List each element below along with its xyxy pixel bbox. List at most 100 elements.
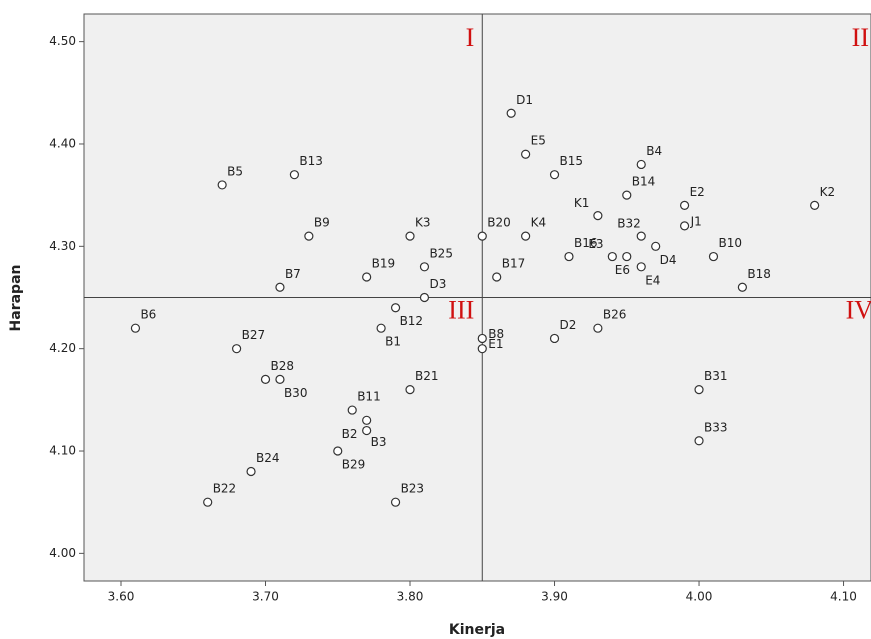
point-label: B30: [284, 386, 308, 400]
point-label: B3: [371, 435, 387, 449]
point-label: B5: [227, 164, 243, 178]
point: [305, 232, 313, 240]
point: [276, 283, 284, 291]
point: [637, 263, 645, 271]
x-tick-label: 3.80: [397, 590, 424, 604]
x-tick-label: 4.00: [686, 590, 713, 604]
point: [363, 427, 371, 435]
point: [594, 324, 602, 332]
x-tick-label: 4.10: [830, 590, 857, 604]
point-label: B31: [704, 369, 728, 383]
point: [637, 160, 645, 168]
point: [348, 406, 356, 414]
point-label: B20: [487, 216, 511, 230]
point: [406, 232, 414, 240]
quadrant-label: II: [852, 23, 869, 52]
point: [233, 345, 241, 353]
point: [420, 294, 428, 302]
point: [363, 416, 371, 424]
point-label: B27: [242, 328, 266, 342]
point-label: B29: [342, 458, 366, 472]
point-label: B12: [400, 314, 424, 328]
point: [738, 283, 746, 291]
point-label: D3: [429, 277, 446, 291]
point-label: K4: [531, 216, 547, 230]
point-label: B23: [401, 482, 425, 496]
point-label: B17: [502, 257, 526, 271]
point: [204, 498, 212, 506]
point: [478, 345, 486, 353]
point-label: B19: [372, 257, 396, 271]
point-label: K1: [574, 196, 590, 210]
y-tick-label: 4.20: [49, 341, 76, 355]
point: [290, 171, 298, 179]
point-label: K2: [820, 185, 836, 199]
point: [334, 447, 342, 455]
y-tick-label: 4.50: [49, 34, 76, 48]
chart: Kinerja Harapan 3.603.703.803.904.004.10…: [0, 0, 871, 639]
point-label: B33: [704, 420, 728, 434]
point: [709, 253, 717, 261]
point-label: D4: [660, 253, 677, 267]
point-label: B13: [299, 154, 323, 168]
x-tick-label: 3.60: [108, 590, 135, 604]
quadrant-label: III: [448, 295, 474, 324]
point: [522, 150, 530, 158]
point: [276, 375, 284, 383]
point: [594, 212, 602, 220]
point: [623, 191, 631, 199]
point-label: B4: [646, 144, 662, 158]
point: [551, 171, 559, 179]
point: [608, 253, 616, 261]
point-label: B7: [285, 267, 301, 281]
y-tick-label: 4.30: [49, 239, 76, 253]
point-label: D1: [516, 93, 533, 107]
point: [695, 437, 703, 445]
point-label: B11: [357, 390, 381, 404]
point: [637, 232, 645, 240]
point: [218, 181, 226, 189]
point-label: B9: [314, 216, 330, 230]
point: [623, 253, 631, 261]
point: [493, 273, 501, 281]
point-label: B6: [140, 308, 156, 322]
point-label: B21: [415, 369, 439, 383]
point: [565, 253, 573, 261]
quadrant-label: I: [466, 23, 475, 52]
point: [406, 386, 414, 394]
point: [507, 109, 515, 117]
y-tick-label: 4.10: [49, 444, 76, 458]
x-axis-title: Kinerja: [449, 622, 505, 638]
point: [551, 334, 559, 342]
point: [262, 375, 270, 383]
point-label: B2: [342, 427, 358, 441]
point: [478, 334, 486, 342]
point-label: B22: [213, 482, 237, 496]
point: [652, 242, 660, 250]
point-label: E2: [690, 185, 705, 199]
point-label: B14: [632, 175, 656, 189]
point: [363, 273, 371, 281]
point-label: B32: [617, 217, 641, 231]
point: [392, 304, 400, 312]
point: [811, 201, 819, 209]
point-label: E4: [645, 273, 660, 287]
point-label: J1: [690, 214, 702, 228]
point-label: B10: [718, 236, 742, 250]
point-label: E1: [488, 337, 503, 351]
point-label: E5: [531, 134, 546, 148]
point-label: B1: [385, 335, 401, 349]
point-label: E6: [615, 263, 630, 277]
point-label: B25: [429, 246, 453, 260]
point: [420, 263, 428, 271]
point: [392, 498, 400, 506]
point: [522, 232, 530, 240]
point: [695, 386, 703, 394]
point-label: B15: [560, 154, 584, 168]
point-label: B18: [747, 267, 771, 281]
x-tick-label: 3.90: [541, 590, 568, 604]
point: [247, 467, 255, 475]
point-label: E3: [588, 237, 603, 251]
point-label: K3: [415, 216, 431, 230]
point: [681, 201, 689, 209]
